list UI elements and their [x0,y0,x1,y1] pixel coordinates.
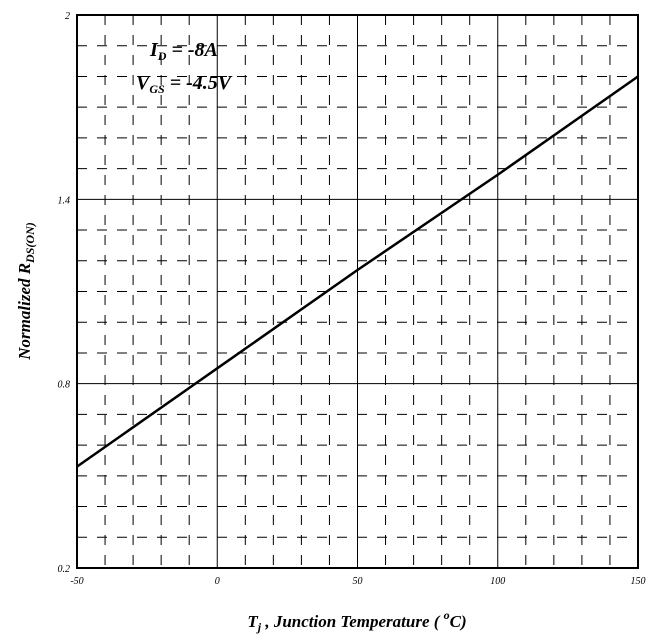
x-tick-label: 150 [631,576,646,587]
x-tick-label: 50 [353,576,363,587]
y-tick-label: 2 [65,11,70,22]
annotation-gate-voltage: VGS = -4.5V [136,72,233,96]
y-axis-title: Normalized RDS(ON) [15,222,37,360]
y-tick-label: 0.8 [58,380,71,391]
grid-layer [77,15,638,568]
tick-layer: -50 0 50 100 150 0.2 0.8 1.4 2 [58,11,646,587]
x-axis-title: Tj , Junction Temperature ( oC) [247,608,466,634]
x-tick-label: -50 [70,576,83,587]
y-tick-label: 0.2 [58,564,71,575]
series-line-rdson [76,75,639,468]
annotation-drain-current: ID = -8A [149,39,218,63]
plot-frame [76,14,639,569]
y-tick-label: 1.4 [58,195,71,206]
series-layer [76,75,639,468]
x-tick-label: 100 [490,576,505,587]
x-tick-label: 0 [215,576,220,587]
